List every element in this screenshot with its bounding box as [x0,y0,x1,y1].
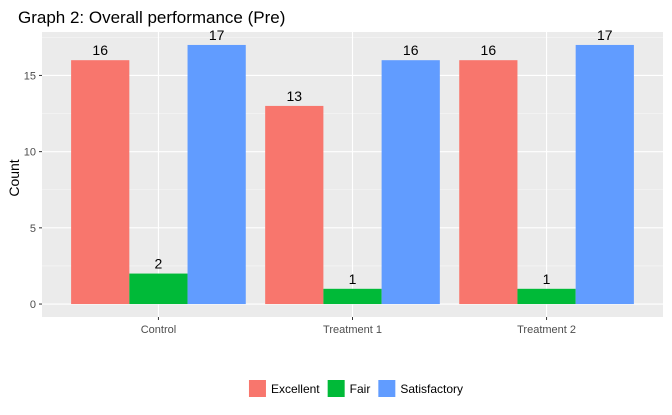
bar [71,60,130,305]
x-tick-label: Treatment 1 [323,324,382,336]
legend: Excellent Fair Satisfactory [248,380,463,397]
data-label: 16 [481,42,497,58]
data-label: 1 [543,271,551,287]
bar [265,105,324,305]
data-label: 17 [209,27,225,43]
y-tick-label: 0 [30,299,36,311]
data-labels: 16 13 16 2 1 1 17 16 17 [92,27,612,287]
y-tick-label: 15 [24,70,36,82]
x-tick-label: Treatment 2 [517,324,576,336]
bars [71,44,634,305]
legend-key [248,380,266,397]
x-tick-label: Control [141,324,176,336]
bar [459,60,518,305]
data-label: 16 [92,42,108,58]
bar [129,273,188,305]
legend-key [378,380,396,397]
data-label: 16 [403,42,419,58]
legend-label: Excellent [271,382,320,396]
bar [323,288,382,305]
data-label: 17 [597,27,613,43]
major-gridlines [42,32,663,317]
y-axis: 0 5 10 15 [24,70,42,311]
bar [575,44,634,305]
bar [187,44,246,305]
y-tick-label: 5 [30,223,36,235]
bar [517,288,576,305]
legend-label: Satisfactory [400,382,463,396]
y-tick-label: 10 [24,147,36,159]
x-axis: Control Treatment 1 Treatment 2 [141,317,576,336]
legend-label: Fair [350,382,371,396]
data-label: 13 [286,88,302,104]
y-axis-title: Count [6,159,22,196]
bar [381,60,440,305]
chart-title: Graph 2: Overall performance (Pre) [18,8,285,27]
data-label: 1 [349,271,357,287]
data-label: 2 [155,256,163,272]
legend-key [327,380,345,397]
